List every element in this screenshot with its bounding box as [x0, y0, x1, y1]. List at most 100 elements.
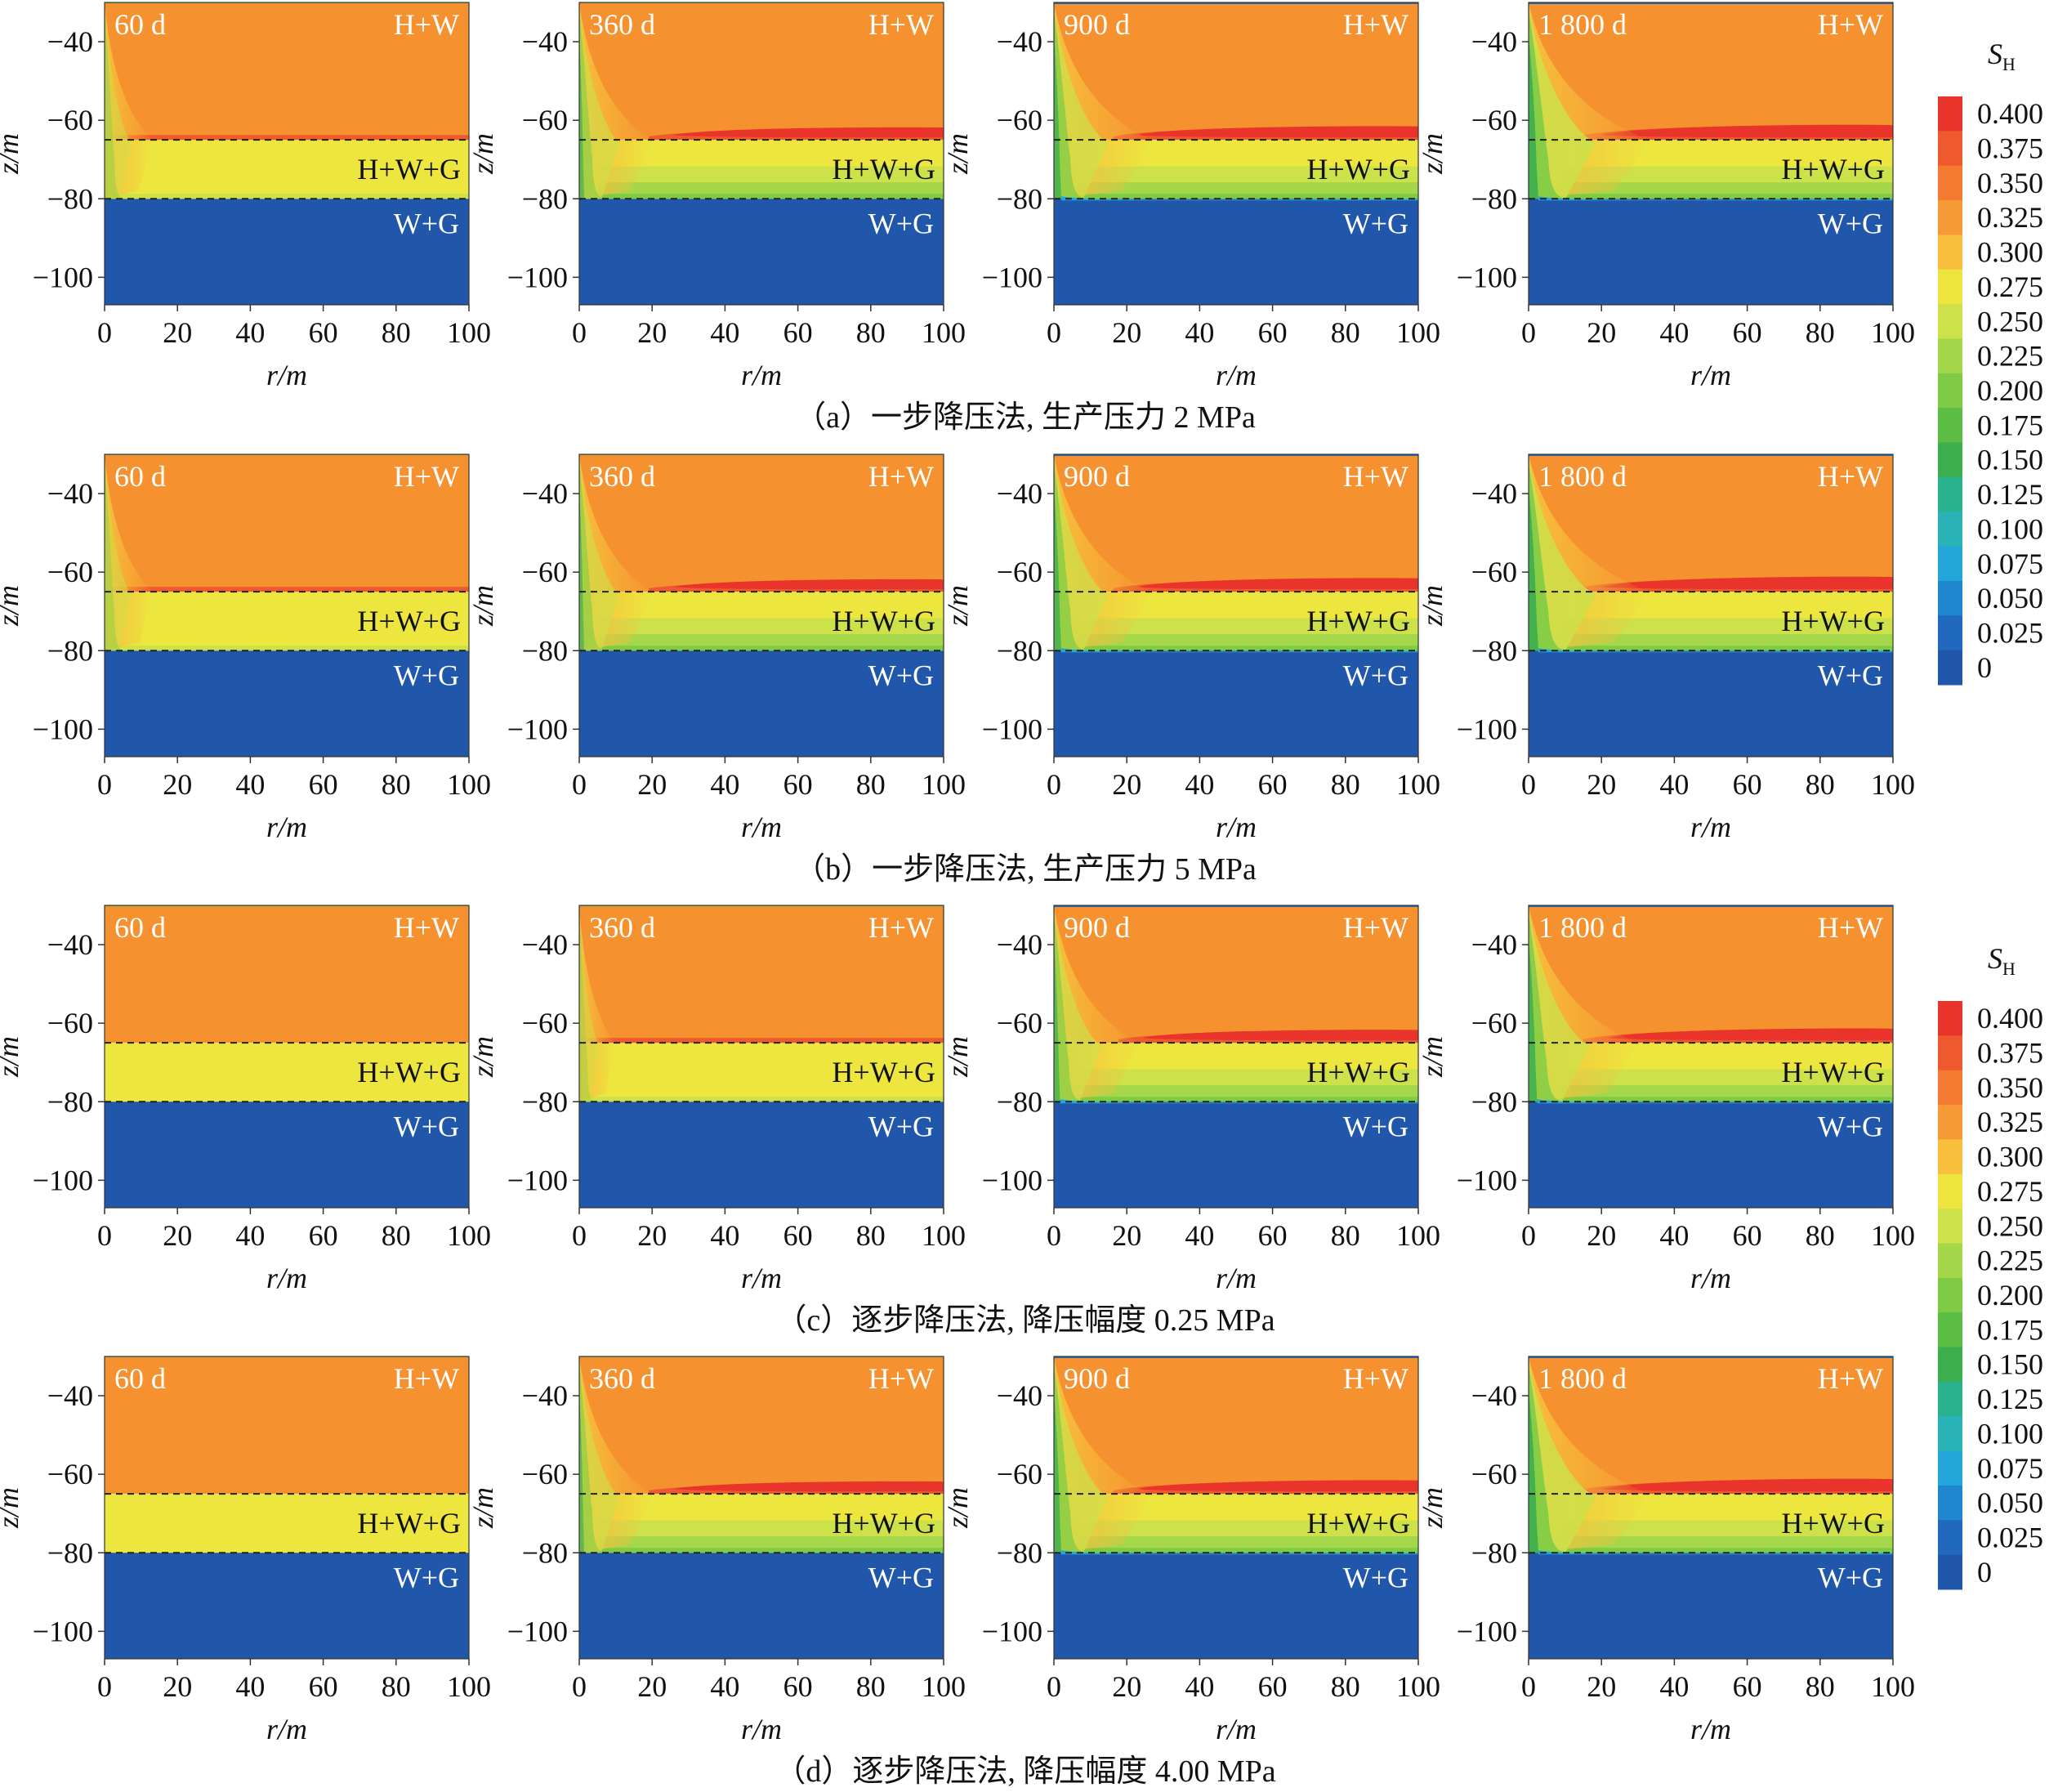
y-axis-label: z/m	[941, 1036, 974, 1078]
colorbars: SH0.4000.3750.3500.3250.3000.2750.2500.2…	[1938, 38, 2043, 1590]
colorbar-tick-label: 0.050	[1977, 1486, 2043, 1519]
x-tick-label: 80	[1331, 316, 1360, 349]
dissociation-plume	[1529, 914, 1564, 1102]
y-axis-label: z/m	[941, 133, 974, 175]
zone-label: H+W	[1818, 460, 1883, 493]
zone-fill-wg	[1054, 1102, 1418, 1208]
zone-fill-hwg	[105, 592, 469, 651]
x-tick-label: 100	[447, 316, 491, 349]
hydrate-band-red	[673, 579, 944, 590]
time-label: 60 d	[114, 8, 166, 41]
colorbar-tick-label: 0.225	[1977, 1245, 2043, 1277]
plot-frame	[1053, 2, 1419, 306]
x-tick-label: 40	[235, 768, 265, 801]
x-tick-label: 0	[97, 1219, 112, 1252]
x-tick-label: 60	[783, 1670, 813, 1703]
x-tick-label: 80	[856, 1219, 886, 1252]
y-tick-label: −60	[522, 1458, 568, 1490]
y-axis-label: z/m	[1416, 1487, 1449, 1529]
dissociation-plume	[105, 454, 154, 651]
contour-field	[105, 454, 469, 757]
plot-frame	[578, 454, 944, 757]
hydrate-band-red	[1602, 576, 1893, 590]
colorbar-swatch	[1938, 96, 1962, 132]
plot-frame	[104, 2, 470, 306]
x-tick-label: 40	[1659, 1670, 1689, 1703]
y-tick-label: −80	[47, 1085, 93, 1118]
row-caption: （a）一步降压法, 生产压力 2 MPa	[795, 400, 1256, 435]
zone-label: H+W+G	[1781, 153, 1885, 185]
zone-fill-hw	[105, 454, 469, 592]
x-tick-label: 100	[1396, 1670, 1440, 1703]
time-label: 60 d	[114, 911, 166, 944]
x-tick-label: 0	[1047, 1670, 1061, 1703]
dissociation-plume	[1529, 487, 1538, 651]
x-tick-label: 60	[1733, 316, 1762, 349]
contour-field	[105, 1356, 469, 1659]
gas-zone-band	[600, 194, 944, 199]
contour-field	[579, 1356, 944, 1659]
y-tick-label: −60	[997, 1007, 1042, 1039]
zone-fill-wg	[1054, 199, 1418, 305]
time-label: 360 d	[589, 460, 655, 493]
zone-label: H+W+G	[1781, 1507, 1885, 1540]
hydrate-band-red	[673, 1481, 944, 1492]
zone-label: H+W	[394, 460, 459, 493]
y-tick-label: −60	[997, 556, 1042, 588]
zone-fill-wg	[105, 650, 469, 757]
x-tick-label: 80	[382, 1670, 411, 1703]
x-axis-label: r/m	[1216, 359, 1257, 391]
y-tick-label: −100	[33, 713, 93, 745]
plot-frame	[104, 1356, 470, 1660]
y-tick-label: −80	[522, 182, 568, 215]
zone-label: W+G	[1343, 1110, 1408, 1142]
x-axis-label: r/m	[741, 1262, 782, 1294]
dissociation-plume	[579, 487, 584, 651]
y-tick-label: −40	[47, 1379, 93, 1412]
contour-field	[105, 2, 469, 305]
zone-fill-hw	[1054, 905, 1418, 1043]
colorbar-tick-label: 0.250	[1977, 1209, 2043, 1242]
zone-label: H+W+G	[832, 153, 935, 185]
colorbar: SH0.4000.3750.3500.3250.3000.2750.2500.2…	[1938, 942, 2043, 1590]
x-tick-label: 0	[1521, 768, 1536, 801]
colorbar-tick-label: 0.375	[1977, 1037, 2043, 1070]
y-tick-label: −40	[522, 477, 568, 510]
zone-fill-hw	[579, 2, 944, 141]
zone-fill-hwg	[579, 1043, 944, 1102]
contour-field	[579, 454, 944, 757]
dissociation-plume	[1054, 1389, 1061, 1553]
y-axis-label: z/m	[1416, 585, 1449, 627]
x-tick-label: 0	[572, 768, 587, 801]
x-tick-label: 0	[572, 316, 587, 349]
x-tick-label: 60	[1733, 1670, 1762, 1703]
zone-label: H+W	[1818, 1362, 1883, 1395]
zone-fill-hwg	[105, 140, 469, 199]
x-tick-label: 80	[1806, 316, 1835, 349]
dissociation-plume	[105, 463, 124, 651]
colorbar-swatch	[1938, 1277, 1962, 1313]
contour-field	[1529, 905, 1893, 1208]
plot-frame	[1528, 454, 1894, 757]
zone-label: W+G	[1818, 207, 1883, 239]
colorbar-tick-label: 0.150	[1977, 444, 2043, 476]
gas-zone-band	[1550, 194, 1893, 199]
x-tick-label: 0	[1047, 316, 1061, 349]
hydrate-band-red	[1607, 1028, 1893, 1041]
zone-label: W+G	[868, 1110, 934, 1142]
x-tick-label: 40	[235, 1219, 265, 1252]
y-tick-label: −80	[997, 634, 1042, 667]
x-tick-label: 60	[309, 768, 338, 801]
gas-zone-band	[1550, 1548, 1893, 1553]
zone-fill-wg	[1529, 1553, 1893, 1659]
x-tick-label: 80	[1331, 1670, 1360, 1703]
x-tick-label: 0	[97, 316, 112, 349]
x-axis-label: r/m	[266, 359, 307, 391]
x-tick-label: 20	[1587, 316, 1616, 349]
x-tick-label: 0	[1047, 1219, 1061, 1252]
x-tick-label: 0	[97, 1670, 112, 1703]
